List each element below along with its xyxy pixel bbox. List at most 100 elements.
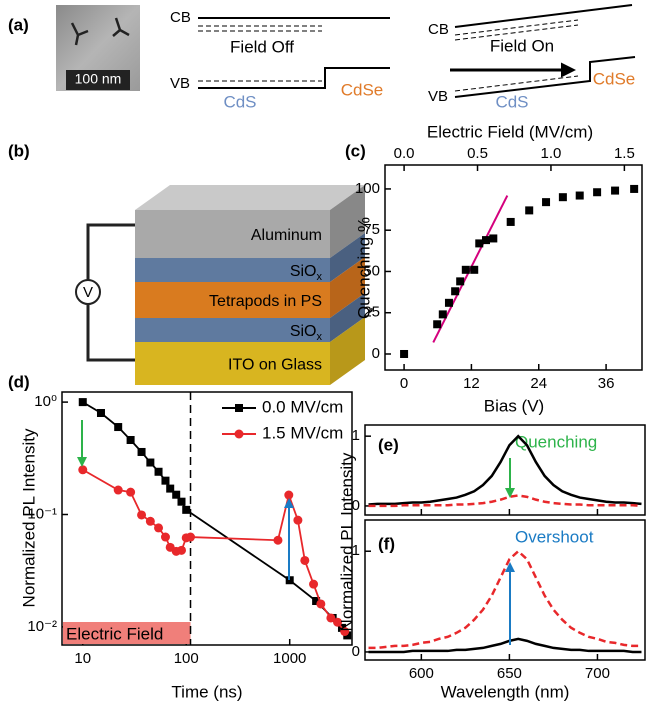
data-point: [506, 217, 515, 226]
layer-text: Aluminum: [251, 227, 322, 244]
y-axis-label: Normalized PL Intensity: [337, 452, 356, 631]
layer: [135, 342, 330, 385]
data-point: [78, 398, 87, 407]
layer-text: ITO on Glass: [228, 357, 322, 374]
panel-label: (c): [345, 141, 366, 160]
y-tick-label: 75: [363, 221, 380, 238]
data-point: [300, 555, 310, 565]
stack-top: [135, 185, 365, 210]
panel-label: (f): [378, 534, 395, 553]
legend-label: 0.0 MV/cm: [262, 397, 343, 416]
cb-label: CB: [170, 9, 191, 26]
layer-side: [330, 293, 365, 342]
y-tick-label: 10⁻¹: [27, 505, 57, 522]
data-point: [611, 186, 620, 195]
series-line: [368, 549, 642, 650]
data-point: [176, 545, 186, 555]
y-tick-label: 10⁻²: [27, 618, 57, 635]
field-off-title: Field Off: [230, 37, 294, 56]
data-point: [326, 613, 336, 623]
x2-tick-label: 1.5: [614, 145, 635, 162]
data-point: [126, 487, 136, 497]
panel-label: (d): [8, 372, 30, 391]
data-point: [558, 193, 567, 202]
data-point: [343, 631, 352, 640]
legend-marker: [235, 404, 243, 412]
data-point: [340, 626, 350, 636]
data-point: [489, 234, 498, 243]
x2-tick-label: 1.0: [541, 145, 562, 162]
x-tick-label: 24: [530, 375, 547, 392]
data-point: [293, 515, 303, 525]
layer-side: [330, 185, 365, 258]
cds-label: CdS: [223, 92, 256, 111]
field-region: [63, 622, 191, 644]
x-tick-label: 100: [174, 650, 199, 667]
data-point: [172, 490, 181, 499]
plot-frame: [364, 519, 646, 661]
panel-label: (e): [378, 435, 399, 454]
plot-frame: [61, 391, 353, 646]
layer-text: SiO: [290, 323, 317, 340]
y-tick-label: 1: [352, 427, 360, 444]
x-tick-label: 36: [598, 375, 615, 392]
x2-tick-label: 0.0: [394, 145, 415, 162]
data-point: [451, 287, 460, 296]
data-point: [438, 310, 447, 319]
cb-label: CB: [428, 21, 449, 38]
series-line: [368, 494, 642, 508]
y-tick-label: 100: [355, 180, 380, 197]
x-tick-label: 600: [409, 665, 434, 682]
field-label: Electric Field: [66, 624, 163, 643]
vb-label: VB: [170, 75, 190, 92]
x-tick-label: 1000: [273, 650, 306, 667]
data-point: [78, 465, 88, 475]
layer: [135, 282, 330, 318]
band-diagram-on: [450, 4, 636, 98]
x-tick-label: 10: [74, 650, 91, 667]
data-point: [161, 476, 170, 485]
data-point: [593, 188, 602, 197]
series-line: [368, 434, 642, 506]
layer-side: [330, 257, 365, 318]
data-point: [461, 265, 470, 274]
layer: [135, 210, 330, 258]
data-point: [114, 423, 123, 432]
data-point: [312, 596, 321, 605]
y-tick-label: 50: [363, 262, 380, 279]
data-point: [475, 239, 484, 248]
panel-label: (b): [8, 141, 30, 160]
scale-bar-box: [66, 70, 130, 90]
legend-label: 1.5 MV/cm: [262, 423, 343, 442]
data-point: [433, 320, 442, 329]
data-point: [333, 617, 343, 627]
layer-subscript: x: [317, 331, 323, 343]
layer-text: Tetrapods in PS: [209, 293, 322, 310]
x-tick-label: 700: [585, 665, 610, 682]
data-point: [630, 184, 639, 193]
x-tick-label: 12: [463, 375, 480, 392]
data-point: [160, 532, 170, 542]
band-diagram-off: [198, 17, 390, 89]
layer-side: [330, 233, 365, 282]
data-point: [482, 236, 491, 245]
x-tick-label: 0: [400, 375, 408, 392]
x-axis-label: Time (ns): [171, 682, 242, 701]
legend-marker: [234, 429, 244, 439]
annotation: Quenching: [515, 432, 597, 451]
series-line: [368, 637, 642, 654]
circuit: [75, 223, 135, 362]
source-label: V: [83, 284, 93, 301]
data-point: [400, 349, 409, 358]
layer-label: Aluminum: [251, 227, 322, 244]
data-point: [137, 510, 147, 520]
plot-frame: [364, 424, 646, 516]
data-point: [470, 265, 479, 274]
plot-frame: [384, 164, 643, 371]
y-tick-label: 0: [352, 497, 360, 514]
y-axis-label: Quenching %: [354, 217, 373, 319]
